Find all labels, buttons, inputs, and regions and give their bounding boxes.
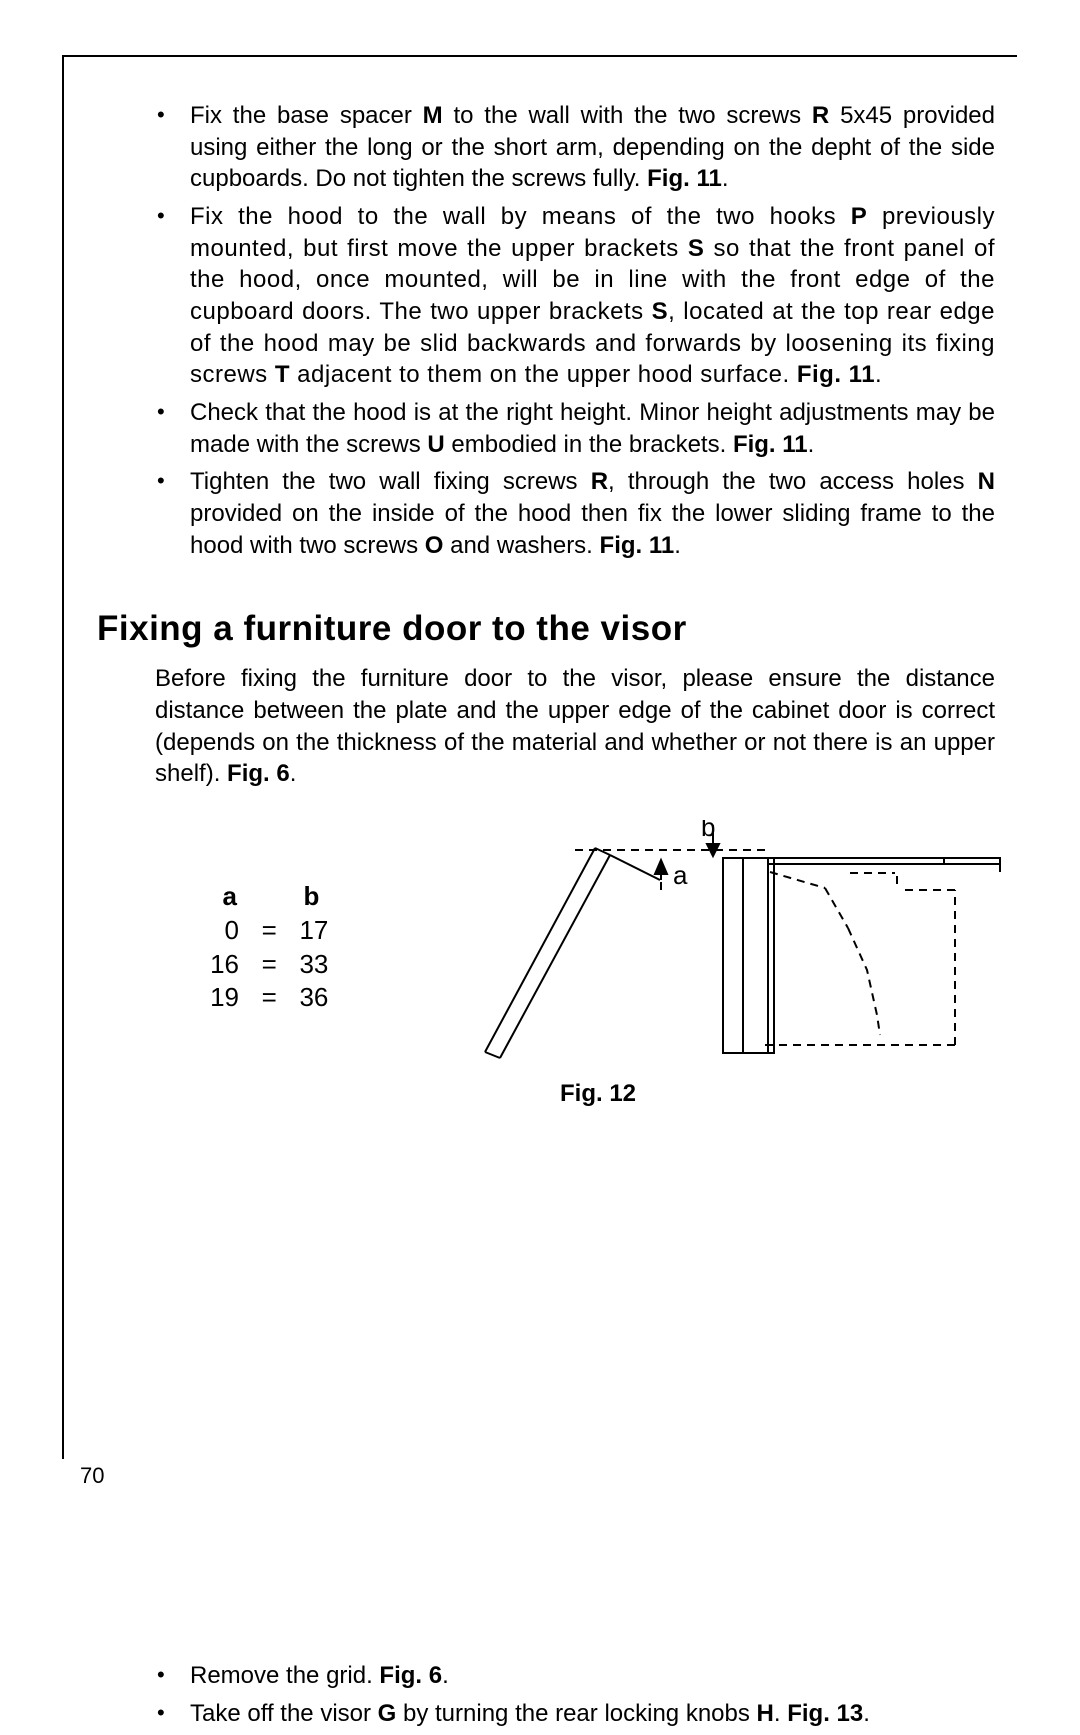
col-b-head: b [303, 880, 337, 914]
val-b: 36 [299, 981, 333, 1015]
col-a-head: a [205, 880, 239, 914]
eq: = [246, 948, 292, 982]
text: . [674, 532, 681, 559]
ref: O [425, 532, 444, 559]
page: Fix the base spacer M to the wall with t… [0, 0, 1080, 1529]
fig-ref: Fig. 11 [797, 361, 875, 388]
content-area: Fix the base spacer M to the wall with t… [135, 100, 995, 1735]
text: Tighten the two wall fixing screws [190, 468, 591, 495]
text: , through the two access holes [608, 468, 978, 495]
fig-ref: Fig. 11 [733, 431, 808, 458]
text: . [875, 361, 882, 388]
ab-row: 19 = 36 [205, 981, 337, 1015]
text: . [774, 1700, 787, 1727]
ref: G [378, 1700, 397, 1727]
intro-paragraph: Before fixing the furniture door to the … [155, 663, 995, 790]
text: Fix the hood to the wall by means of the… [190, 203, 851, 230]
text: and washers. [443, 532, 599, 559]
text: Fix the base spacer [190, 102, 423, 129]
visor-diagram: a b [465, 820, 1025, 1080]
val-b: 17 [299, 914, 333, 948]
step-item: Fix the hood to the wall by means of the… [135, 201, 995, 391]
install-steps-list: Fix the base spacer M to the wall with t… [135, 100, 995, 561]
ref: H [757, 1700, 774, 1727]
text: . [808, 431, 815, 458]
text: . [863, 1700, 870, 1727]
border-top [62, 55, 1017, 57]
fig-ref: Fig. 6 [227, 760, 290, 787]
border-left [62, 55, 64, 1459]
step-item: Tighten the two wall fixing screws R, th… [135, 466, 995, 561]
ref: S [652, 298, 669, 325]
text: to the wall with the two screws [443, 102, 812, 129]
step-item: Fix the base spacer M to the wall with t… [135, 100, 995, 195]
ref-M: M [423, 102, 443, 129]
figure-caption: Fig. 12 [560, 1080, 636, 1108]
label-b: b [701, 820, 715, 842]
text: embodied in the brackets. [445, 431, 733, 458]
text: . [442, 1662, 449, 1689]
fig-ref: Fig. 13 [787, 1700, 863, 1727]
ref: T [275, 361, 290, 388]
fig-ref: Fig. 11 [647, 165, 722, 192]
text: Take off the visor [190, 1700, 378, 1727]
fig-ref: Fig. 6 [379, 1662, 442, 1689]
ref-R: R [812, 102, 829, 129]
ab-table-head: a b [205, 880, 337, 914]
text: Remove the grid. [190, 1662, 379, 1689]
val-a: 16 [205, 948, 239, 982]
step-item: Take off the visor G by turning the rear… [135, 1698, 995, 1730]
ab-table: a b 0 = 17 16 = 33 19 = 36 [205, 880, 337, 1015]
section-heading: Fixing a furniture door to the visor [97, 609, 995, 649]
ref: R [591, 468, 608, 495]
text: adjacent to them on the upper hood surfa… [290, 361, 797, 388]
post-fig-steps: Remove the grid. Fig. 6. Take off the vi… [135, 1660, 995, 1729]
val-a: 0 [205, 914, 239, 948]
val-a: 19 [205, 981, 239, 1015]
text: . [722, 165, 729, 192]
page-number: 70 [80, 1463, 104, 1489]
eq: = [246, 981, 292, 1015]
label-a: a [673, 860, 688, 890]
step-item: Remove the grid. Fig. 6. [135, 1660, 995, 1692]
ref: P [851, 203, 868, 230]
text: . [290, 760, 297, 787]
ref: U [427, 431, 444, 458]
val-b: 33 [299, 948, 333, 982]
ref: N [978, 468, 995, 495]
ab-row: 16 = 33 [205, 948, 337, 982]
fig-ref: Fig. 11 [600, 532, 675, 559]
ab-row: 0 = 17 [205, 914, 337, 948]
figure-zone: a b 0 = 17 16 = 33 19 = 36 [135, 820, 995, 1190]
eq: = [246, 914, 292, 948]
text: by turning the rear locking knobs [396, 1700, 756, 1727]
step-item: Check that the hood is at the right heig… [135, 397, 995, 460]
ref: S [688, 235, 705, 262]
